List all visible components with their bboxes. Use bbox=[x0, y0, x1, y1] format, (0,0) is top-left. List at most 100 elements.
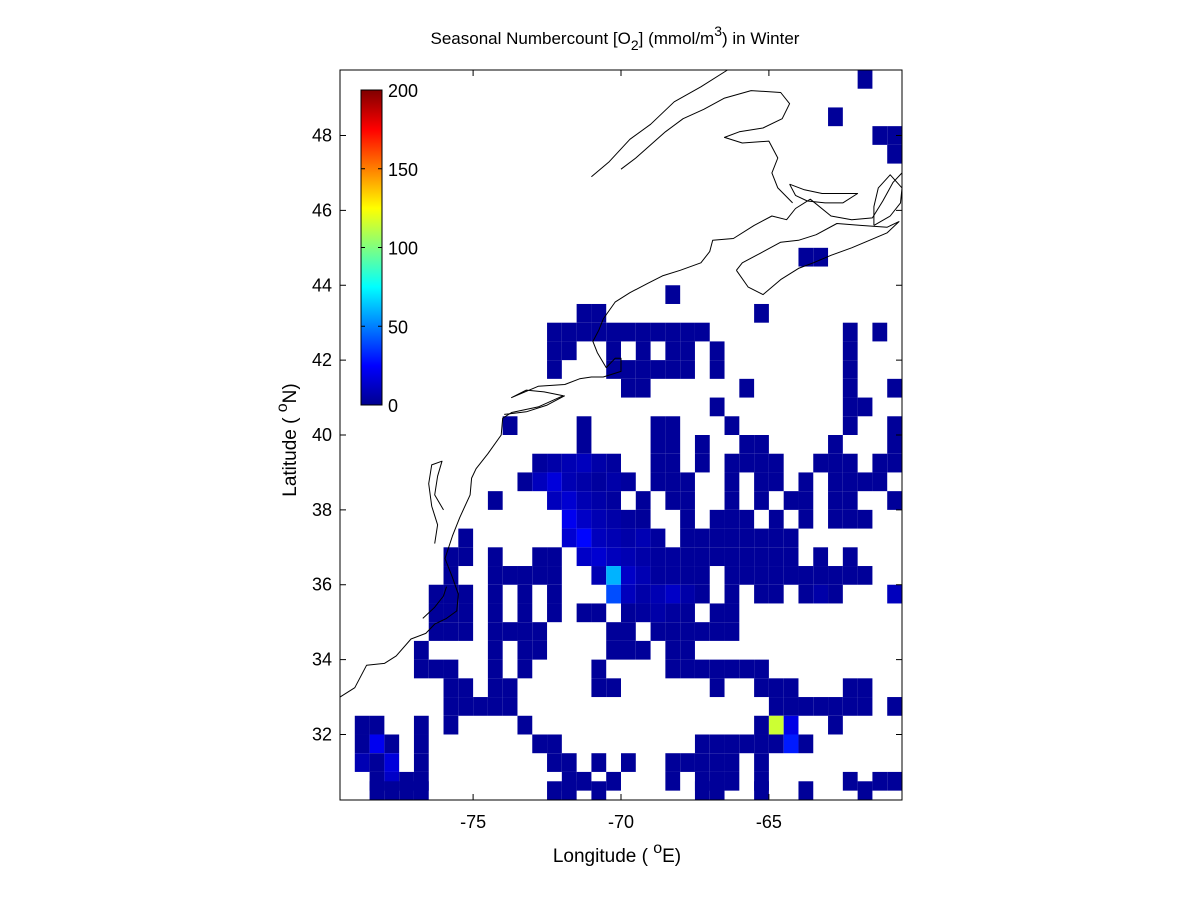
heatmap-cell bbox=[709, 678, 725, 698]
heatmap-cell bbox=[561, 753, 577, 772]
heatmap-cell bbox=[591, 472, 607, 492]
heatmap-cell bbox=[369, 753, 385, 772]
heatmap-cell bbox=[517, 584, 533, 604]
heatmap-cell bbox=[739, 378, 755, 398]
heatmap-cell bbox=[576, 509, 592, 529]
heatmap-cell bbox=[591, 603, 607, 623]
heatmap-cell bbox=[547, 566, 562, 585]
heatmap-cell bbox=[443, 697, 459, 716]
heatmap-cell bbox=[576, 528, 592, 548]
heatmap-cell bbox=[842, 697, 858, 716]
heatmap-cell bbox=[857, 781, 873, 800]
heatmap-cell bbox=[842, 509, 858, 529]
heatmap-cell bbox=[754, 435, 769, 454]
heatmap-cell bbox=[798, 566, 814, 585]
heatmap-cell bbox=[384, 781, 400, 800]
heatmap-cell bbox=[828, 584, 843, 604]
heatmap-cell bbox=[768, 509, 784, 529]
heatmap-cell bbox=[443, 603, 459, 623]
heatmap-cell bbox=[739, 453, 755, 473]
heatmap-cell bbox=[709, 781, 725, 800]
ylabel-sup: o bbox=[274, 403, 291, 412]
heatmap-cell bbox=[754, 528, 769, 548]
y-tick-label: 44 bbox=[312, 275, 332, 295]
heatmap-cell bbox=[635, 547, 651, 567]
heatmap-cell bbox=[606, 341, 621, 361]
heatmap-cell bbox=[650, 416, 666, 435]
heatmap-cell bbox=[768, 715, 784, 735]
heatmap-cell bbox=[665, 472, 681, 492]
heatmap-cell bbox=[547, 734, 562, 754]
heatmap-cell bbox=[768, 678, 784, 698]
heatmap-cell bbox=[887, 378, 902, 398]
heatmap-cell bbox=[680, 603, 695, 623]
x-tick-label: -70 bbox=[608, 812, 634, 832]
heatmap-cell bbox=[872, 472, 888, 492]
heatmap-cell bbox=[798, 584, 814, 604]
heatmap-cell bbox=[694, 566, 710, 585]
heatmap-cell bbox=[768, 528, 784, 548]
heatmap-cell bbox=[443, 566, 459, 585]
heatmap-cell bbox=[606, 528, 621, 548]
heatmap-cell bbox=[694, 734, 710, 754]
heatmap-cell bbox=[458, 697, 474, 716]
heatmap-cell bbox=[399, 781, 414, 800]
heatmap-cell bbox=[591, 509, 607, 529]
x-axis-label: Longitude ( oE) bbox=[553, 840, 681, 867]
heatmap-cell bbox=[739, 509, 755, 529]
heatmap-cell bbox=[709, 547, 725, 567]
colorbar-ticks: 0 50 100 150 200 bbox=[361, 81, 418, 416]
heatmap-cell bbox=[857, 70, 873, 89]
heatmap-cell bbox=[887, 697, 902, 716]
y-tick-label: 48 bbox=[312, 126, 332, 146]
heatmap-cell bbox=[547, 322, 562, 342]
heatmap-cell bbox=[709, 622, 725, 641]
heatmap-cell bbox=[754, 678, 769, 698]
heatmap-cell bbox=[473, 697, 488, 716]
x-tick-label: -75 bbox=[460, 812, 486, 832]
heatmap-cell bbox=[561, 341, 577, 361]
heatmap-cell bbox=[547, 491, 562, 510]
heatmap-cell bbox=[754, 781, 769, 800]
heatmap-cell bbox=[665, 416, 681, 435]
heatmap-cell bbox=[532, 640, 548, 660]
heatmap-cell bbox=[857, 566, 873, 585]
heatmap-cell bbox=[842, 360, 858, 379]
heatmap-cell bbox=[842, 547, 858, 567]
heatmap-cell bbox=[665, 603, 681, 623]
heatmap-cell bbox=[606, 566, 621, 585]
heatmap-cell bbox=[724, 622, 740, 641]
heatmap-cell bbox=[665, 547, 681, 567]
x-tick-label: -65 bbox=[756, 812, 782, 832]
heatmap-cell bbox=[680, 528, 695, 548]
heatmap-cell bbox=[887, 126, 902, 145]
y-tick-label: 32 bbox=[312, 724, 332, 744]
heatmap-cell bbox=[517, 566, 533, 585]
heatmap-cell bbox=[754, 303, 769, 323]
heatmap-cell bbox=[842, 566, 858, 585]
heatmap-cell bbox=[369, 734, 385, 754]
heatmap-cell bbox=[798, 491, 814, 510]
heatmap-cell bbox=[591, 753, 607, 772]
title-sub: 2 bbox=[631, 37, 639, 53]
heatmap-cell bbox=[768, 566, 784, 585]
heatmap-cell bbox=[532, 472, 548, 492]
heatmap-cell bbox=[606, 678, 621, 698]
heatmap-cell bbox=[828, 491, 843, 510]
heatmap-cell bbox=[517, 640, 533, 660]
heatmap-cell bbox=[487, 566, 503, 585]
heatmap-cell bbox=[694, 547, 710, 567]
heatmap-cell bbox=[798, 697, 814, 716]
xlabel-sup: o bbox=[653, 840, 662, 857]
heatmap-cell bbox=[606, 771, 621, 791]
heatmap-cell bbox=[665, 341, 681, 361]
heatmap-cell bbox=[694, 781, 710, 800]
heatmap-cell bbox=[591, 781, 607, 800]
heatmap-cell bbox=[754, 491, 769, 510]
heatmap-cell bbox=[443, 622, 459, 641]
heatmap-cell bbox=[561, 453, 577, 473]
heatmap-cell bbox=[443, 584, 459, 604]
heatmap-cell bbox=[576, 435, 592, 454]
heatmap-cell bbox=[650, 453, 666, 473]
